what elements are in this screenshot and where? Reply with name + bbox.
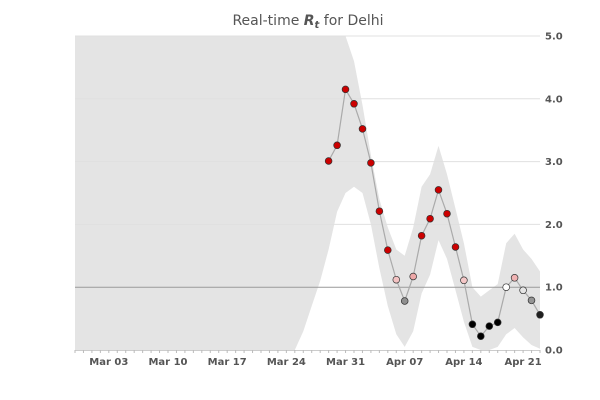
x-tick-label: Mar 17: [208, 357, 247, 368]
series-line-layer: [328, 87, 541, 338]
data-point: [400, 297, 409, 305]
x-tick-label: Apr 14: [445, 357, 482, 368]
data-point: [434, 186, 443, 194]
y-tick-label: 5.0: [545, 32, 563, 43]
credible-interval-band: [75, 36, 540, 350]
data-point: [333, 141, 341, 150]
data-point: [426, 214, 434, 223]
chart-title-symbol: R: [304, 13, 315, 29]
y-tick-label: 4.0: [545, 94, 563, 105]
x-tick-label: Mar 31: [326, 357, 365, 368]
data-point: [536, 311, 544, 319]
y-tick-label: 1.0: [545, 283, 563, 294]
data-point: [519, 286, 527, 295]
data-point: [409, 272, 417, 281]
data-point: [502, 283, 510, 291]
data-point: [468, 320, 477, 329]
data-point: [341, 85, 350, 94]
data-point: [324, 157, 333, 165]
data-point: [527, 296, 536, 305]
series-line: [328, 87, 541, 338]
data-point: [493, 318, 502, 327]
data-point: [358, 125, 367, 133]
x-tick-layer: Mar 03 Mar 10 Mar 17 Mar 24 Mar 31 Apr 07 Apr …: [89, 357, 541, 368]
x-tick-label: Mar 10: [148, 357, 187, 368]
x-tick-label: Mar 24: [267, 357, 306, 368]
chart-title-suffix: for Delhi: [319, 13, 383, 29]
x-tick-label: Apr 07: [386, 357, 423, 368]
x-tick-label: Apr 21: [504, 357, 541, 368]
chart-title-subscript: t: [315, 20, 321, 31]
data-point: [375, 207, 384, 215]
chart-title: Real-time Rt for Delhi: [232, 13, 383, 31]
credible-interval-layer: [75, 36, 540, 350]
y-tick-layer: 0.0 1.0 2.0 3.0 4.0 5.0: [545, 32, 563, 357]
data-point: [451, 243, 460, 251]
data-point: [510, 274, 519, 282]
data-point: [350, 100, 358, 108]
chart-title-prefix: Real-time: [232, 13, 303, 29]
y-tick-label: 3.0: [545, 157, 563, 168]
data-point: [477, 332, 485, 340]
gridline-layer: [75, 35, 540, 225]
axis-layer: [74, 350, 541, 353]
data-point: [460, 276, 468, 285]
data-point-layer: [324, 85, 544, 340]
data-point: [417, 231, 426, 240]
y-tick-label: 0.0: [545, 346, 563, 357]
data-point: [443, 209, 451, 218]
data-point: [485, 322, 494, 330]
data-point: [384, 246, 392, 254]
data-point: [367, 159, 375, 167]
y-tick-label: 2.0: [545, 220, 563, 231]
x-tick-label: Mar 03: [89, 357, 128, 368]
data-point: [392, 275, 401, 284]
